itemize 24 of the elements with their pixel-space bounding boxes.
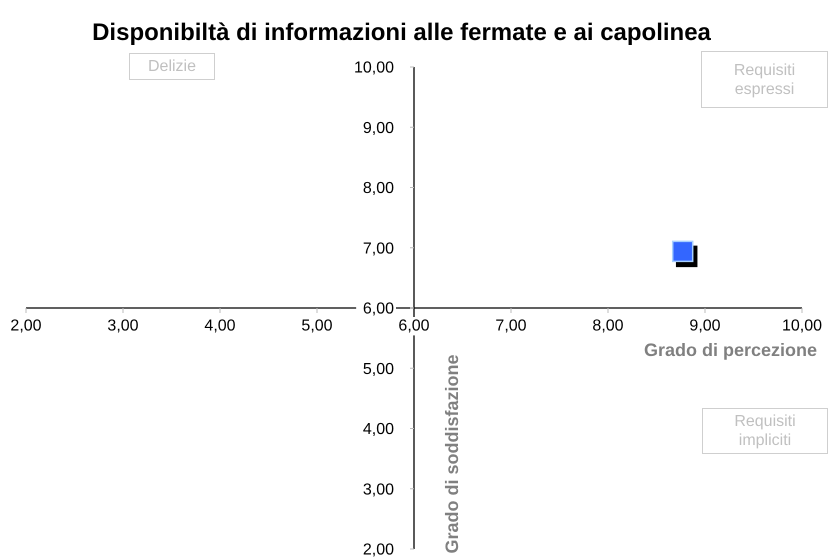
x-tick-label: 8,00 — [592, 317, 624, 334]
x-tick-label: 9,00 — [689, 317, 721, 334]
x-tick-label: 6,00 — [398, 317, 430, 334]
x-tick-label: 10,00 — [782, 317, 822, 334]
y-tick-label: 7,00 — [362, 240, 394, 258]
chart-title: Disponibiltà di informazioni alle fermate e ai capolinea — [91, 18, 712, 48]
y-axis-title: Grado di soddisfazione — [441, 353, 463, 556]
x-tick-label: 7,00 — [495, 317, 527, 334]
x-tick-label: 3,00 — [107, 317, 139, 334]
x-tick-label: 4,00 — [204, 317, 236, 334]
x-tick-label: 5,00 — [301, 317, 333, 334]
y-tick-label: 9,00 — [362, 120, 394, 137]
x-tick-label: 2,00 — [10, 317, 42, 334]
y-tick-label: 8,00 — [362, 180, 394, 198]
annotation: Delizie — [148, 57, 196, 76]
annotation: Requisiti espressi — [732, 60, 796, 98]
y-tick-label: 4,00 — [362, 421, 394, 438]
y-tick-label: 2,00 — [362, 542, 394, 557]
x-axis-title: Grado di percezione — [644, 340, 817, 360]
y-tick-label: 6,00 — [362, 300, 394, 318]
y-tick-label: 10,00 — [354, 60, 394, 77]
y-tick-label: 3,00 — [362, 481, 394, 498]
y-tick-label: 5,00 — [362, 360, 394, 378]
annotation: Requisiti impliciti — [733, 412, 797, 450]
